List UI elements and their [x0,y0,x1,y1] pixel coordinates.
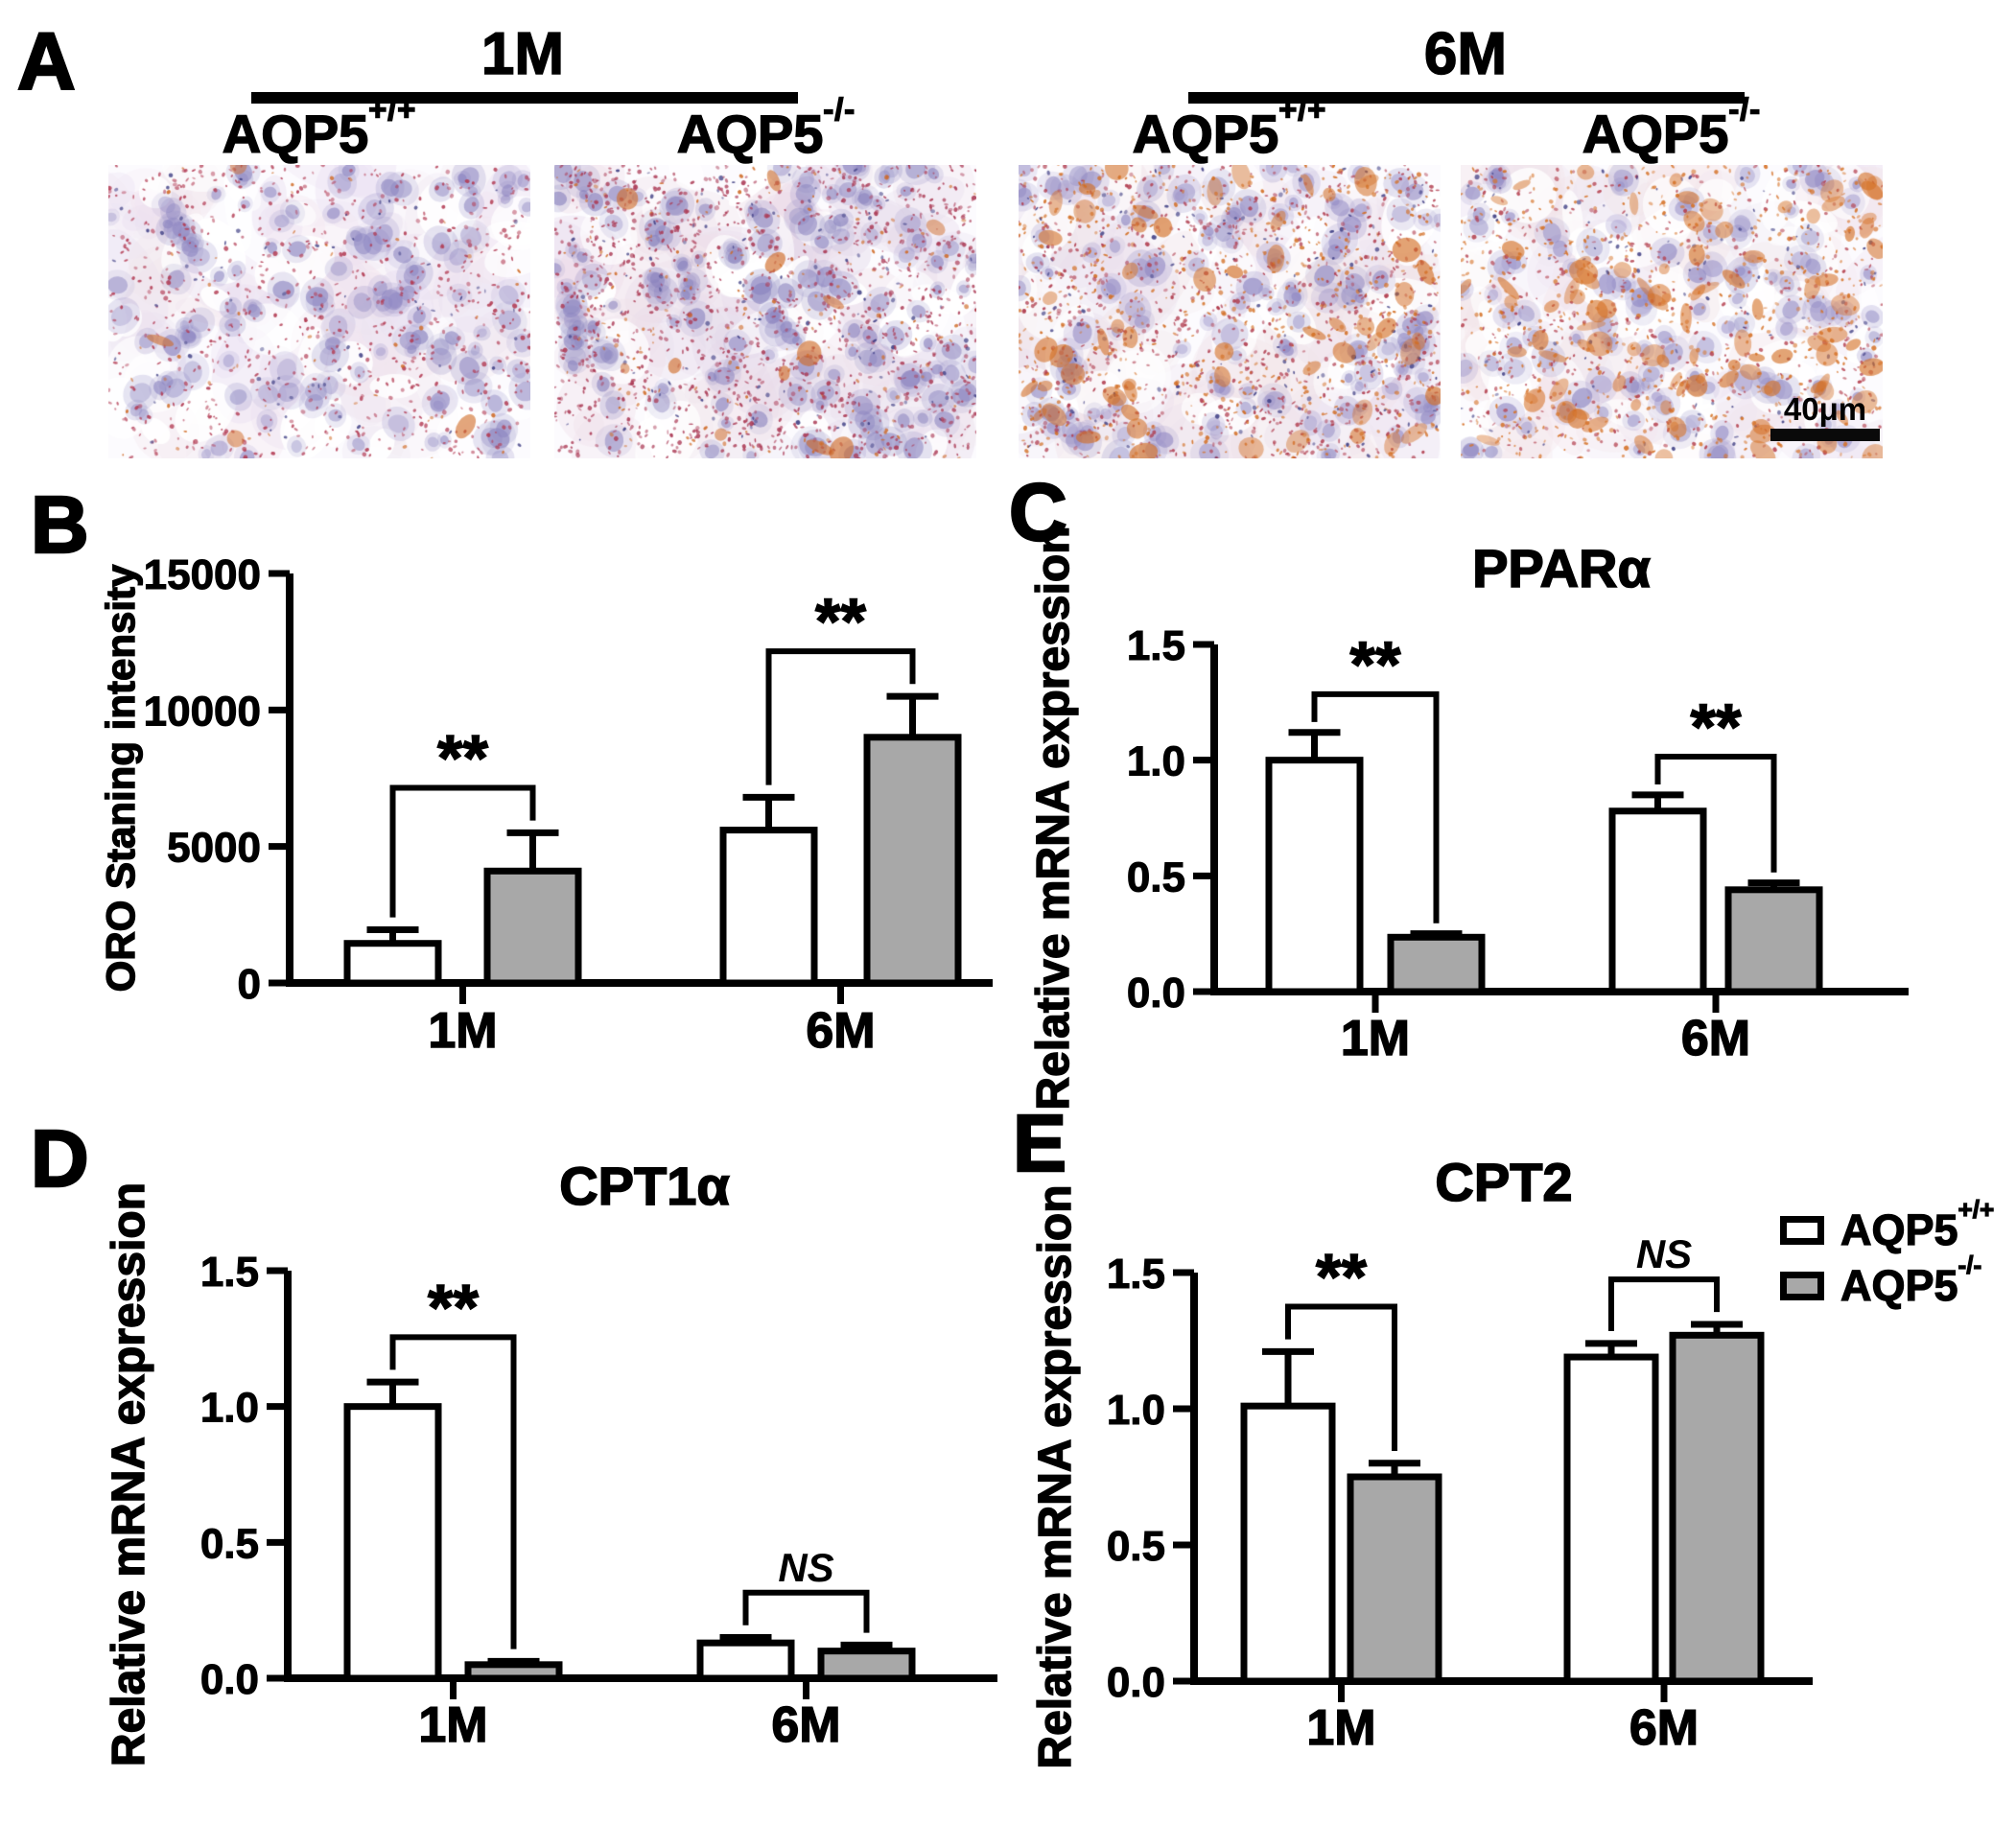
svg-text:**: ** [1316,1241,1367,1314]
chart-d-cpt1-alpha: 0.0 0.5 1.0 1.5 1M 6M ** NS Relative mRNA expres… [103,1155,997,1767]
svg-text:0.5: 0.5 [200,1520,259,1567]
svg-text:0.0: 0.0 [200,1656,259,1703]
svg-text:**: ** [428,1271,479,1344]
svg-text:1.0: 1.0 [1107,1387,1165,1434]
condition-label-6m-wt: AQP5+/+ [1132,93,1326,164]
micrograph-6m-aqp5-wt [1019,165,1441,458]
svg-text:1.0: 1.0 [1127,738,1185,785]
chart-e-cpt2: 0.0 0.5 1.0 1.5 1M 6M ** NS Relative mRNA expres… [1036,1151,1813,1769]
legend-label-aqp5-ko: AQP5-/- [1840,1252,1981,1310]
age-group-label-6m: 6M [1423,21,1508,87]
svg-text:1M: 1M [1341,1011,1410,1066]
legend-label-base: AQP5 [1840,1205,1958,1254]
condition-base: AQP5 [222,104,369,164]
condition-base: AQP5 [1132,104,1279,164]
svg-text:**: ** [437,721,488,794]
condition-sup: -/- [1728,91,1762,127]
svg-text:ORO Staning intensity: ORO Staning intensity [98,564,143,992]
svg-text:10000: 10000 [144,688,261,735]
svg-text:1.5: 1.5 [1107,1251,1165,1298]
svg-text:5000: 5000 [167,825,261,872]
age-group-bar-1m [251,92,798,104]
svg-text:CPT2: CPT2 [1435,1152,1572,1212]
micrograph-1m-aqp5-ko [554,165,976,458]
chart-c-ppar-alpha: 0.0 0.5 1.0 1.5 1M 6M ** ** Relative mRNA expres… [1031,526,1909,1111]
svg-text:PPARα: PPARα [1472,538,1651,598]
svg-text:Relative mRNA expression: Relative mRNA expression [1036,1184,1081,1768]
svg-text:6M: 6M [1681,1011,1750,1066]
svg-text:1M: 1M [1306,1700,1375,1756]
legend-label-sup: -/- [1957,1251,1982,1280]
legend-label-aqp5-wt: AQP5+/+ [1840,1197,1994,1254]
legend-swatch-aqp5-ko [1780,1271,1824,1300]
condition-sup: +/+ [368,91,417,127]
age-group-label-1m: 1M [481,21,565,87]
svg-text:Relative mRNA expression: Relative mRNA expression [1031,526,1079,1110]
svg-text:1.0: 1.0 [200,1385,259,1432]
svg-text:6M: 6M [806,1003,875,1059]
svg-text:0.0: 0.0 [1107,1659,1165,1706]
svg-text:1.5: 1.5 [1127,622,1185,669]
legend-label-base: AQP5 [1840,1261,1958,1310]
panel-a-letter: A [16,16,77,106]
legend-item-aqp5-wt: AQP5+/+ [1780,1197,1995,1254]
svg-text:6M: 6M [771,1697,840,1753]
micrograph-1m-aqp5-wt [108,165,530,458]
condition-sup: +/+ [1278,91,1327,127]
panel-e-letter: E [1012,1098,1068,1188]
micrograph-6m-aqp5-ko [1461,165,1883,458]
svg-text:6M: 6M [1629,1700,1699,1756]
svg-text:**: ** [815,585,866,658]
condition-label-6m-ko: AQP5-/- [1582,93,1761,164]
svg-text:CPT1α: CPT1α [559,1156,730,1216]
svg-text:1M: 1M [418,1697,487,1753]
svg-text:NS: NS [1636,1231,1692,1276]
legend-label-sup: +/+ [1957,1195,1995,1225]
svg-text:NS: NS [778,1545,833,1590]
svg-text:0.5: 0.5 [1107,1523,1165,1570]
svg-text:0.5: 0.5 [1127,854,1185,900]
svg-text:1M: 1M [428,1003,497,1059]
svg-text:0: 0 [238,961,261,1008]
svg-text:Relative mRNA expression: Relative mRNA expression [104,1182,154,1766]
panel-c-letter: C [1008,467,1068,557]
condition-base: AQP5 [676,104,824,164]
svg-text:**: ** [1350,628,1401,701]
condition-label-1m-ko: AQP5-/- [676,93,856,164]
svg-text:15000: 15000 [144,551,261,598]
age-group-bar-6m [1188,92,1745,104]
svg-text:0.0: 0.0 [1127,970,1185,1017]
svg-text:**: ** [1691,690,1742,763]
scale-bar-label: 40μm [1783,391,1867,427]
panel-b-letter: B [30,479,90,570]
legend-swatch-aqp5-wt [1780,1215,1824,1245]
svg-text:1.5: 1.5 [200,1249,259,1296]
legend-item-aqp5-ko: AQP5-/- [1780,1252,1994,1310]
chart-b-oro-staining: 0 5000 10000 15000 1M 6M ** ** ORO Staning inten… [97,551,993,1060]
scale-bar [1770,429,1880,441]
condition-sup: -/- [823,91,856,127]
panel-d-letter: D [30,1113,90,1204]
condition-base: AQP5 [1582,104,1729,164]
legend: AQP5+/+ AQP5-/- [1780,1197,1995,1320]
condition-label-1m-wt: AQP5+/+ [222,93,416,164]
